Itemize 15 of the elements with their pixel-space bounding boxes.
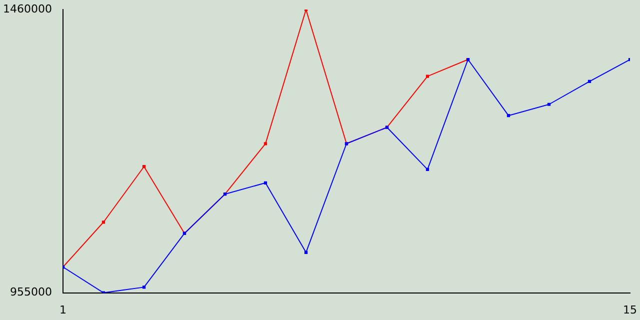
point: [102, 220, 106, 224]
point: [588, 80, 592, 83]
point: [426, 74, 430, 78]
point: [142, 165, 146, 168]
point: [506, 114, 510, 118]
point: [264, 181, 268, 184]
y-tick-label: 1460000: [2, 2, 52, 16]
point: [547, 102, 551, 106]
point: [264, 142, 268, 146]
x-tick-label: 15: [623, 303, 637, 316]
point: [304, 250, 308, 254]
y-tick-label: 955000: [10, 286, 52, 299]
x-tick-label: 1: [59, 303, 66, 316]
point: [426, 168, 430, 171]
point: [142, 286, 146, 289]
